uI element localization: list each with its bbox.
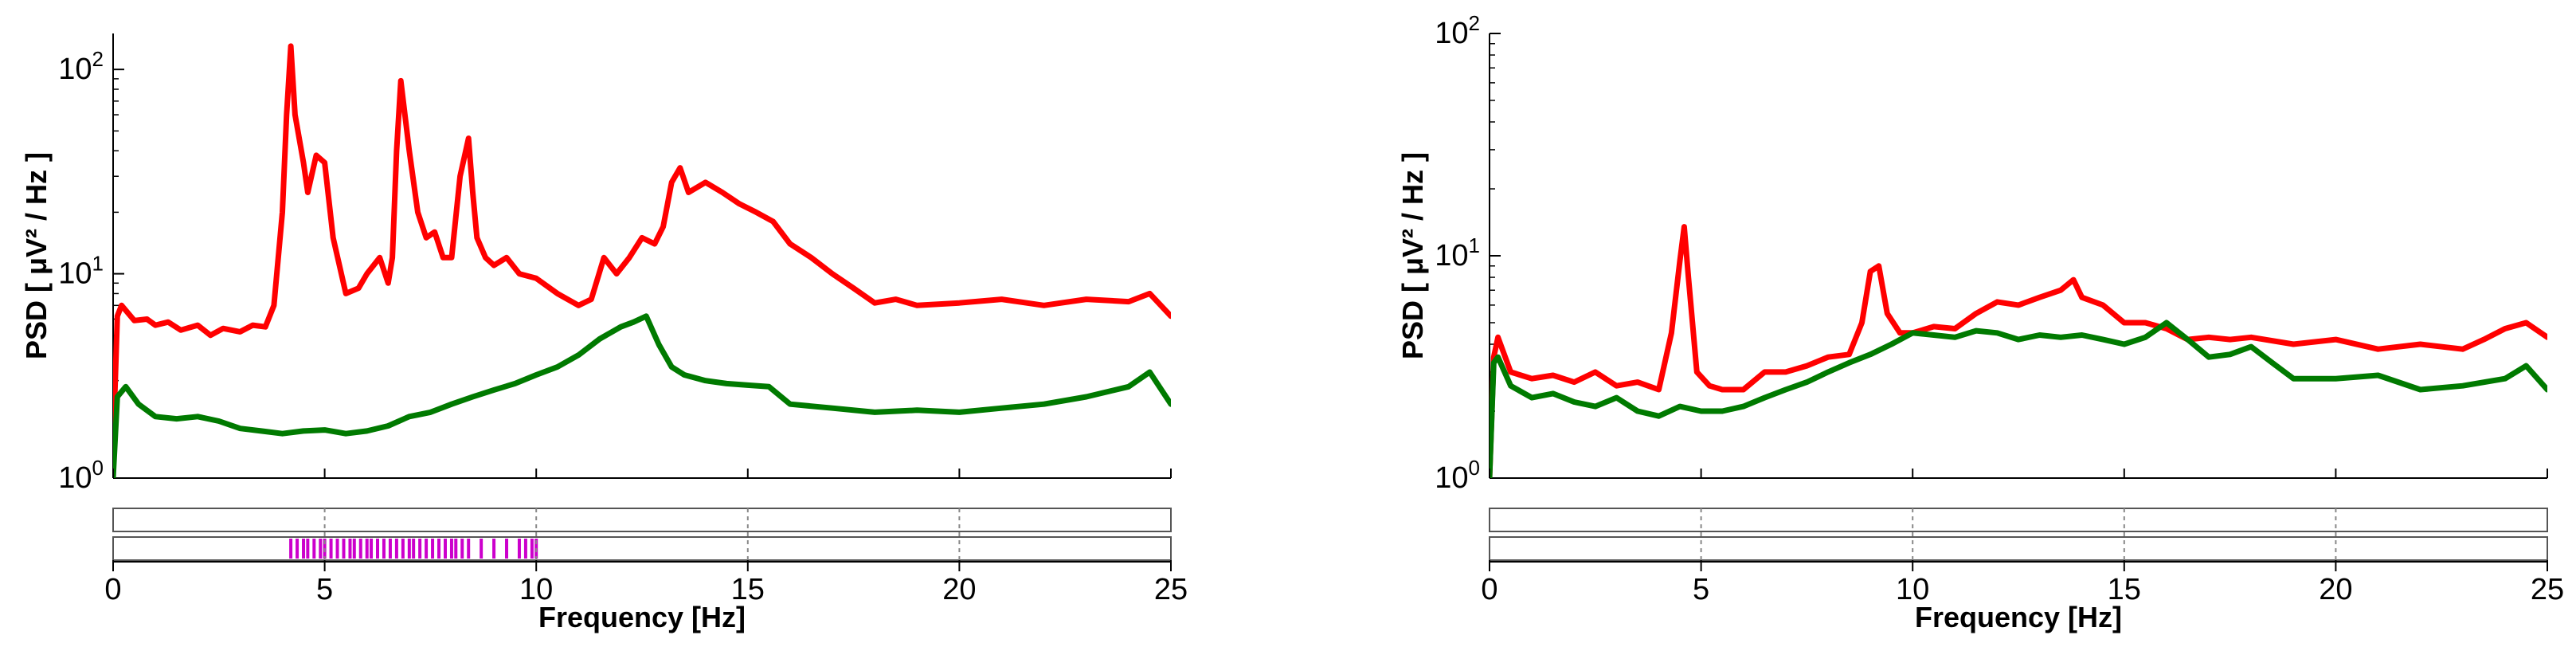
x-tick-label: 20: [2319, 573, 2352, 606]
series-line-1: [1490, 224, 2547, 478]
event-band-1: [1489, 508, 2548, 532]
x-axis-title: Frequency [Hz]: [1915, 601, 2122, 633]
y-tick-exponent: 1: [92, 252, 104, 276]
y-tick-base: 10: [1435, 17, 1468, 50]
x-tick-label: 10: [1896, 573, 1929, 606]
x-tick-label: 25: [1154, 573, 1188, 606]
y-axis-title: PSD [ μV² / Hz ]: [1396, 152, 1429, 359]
y-tick-label: 101: [58, 252, 104, 291]
x-tick-label: 15: [2108, 573, 2141, 606]
y-tick-exponent: 2: [92, 47, 104, 71]
y-tick-label: 102: [1435, 11, 1480, 50]
x-tick-label: 0: [1481, 573, 1497, 606]
series-line-1: [113, 43, 1171, 451]
event-band-2: [112, 536, 1172, 561]
series-line-2: [1490, 320, 2547, 478]
y-tick-label: 101: [1435, 233, 1480, 273]
y-tick-base: 10: [1435, 239, 1468, 273]
y-tick-exponent: 0: [1469, 456, 1480, 480]
y-tick-exponent: 2: [1469, 11, 1480, 35]
x-tick-label: 20: [942, 573, 976, 606]
event-band-1: [112, 508, 1172, 532]
x-tick-label: 10: [519, 573, 553, 606]
x-tick-label: 15: [731, 573, 765, 606]
event-band-2: [1489, 536, 2548, 561]
y-tick-exponent: 0: [92, 456, 104, 480]
series-line-2: [113, 313, 1171, 478]
y-tick-base: 10: [58, 53, 92, 86]
y-tick-label: 102: [58, 47, 104, 86]
y-tick-exponent: 1: [1469, 233, 1480, 257]
x-tick-label: 5: [316, 573, 333, 606]
y-tick-base: 10: [58, 461, 92, 495]
y-tick-label: 100: [1435, 456, 1480, 495]
x-tick-label: 5: [1693, 573, 1709, 606]
y-tick-base: 10: [58, 257, 92, 291]
y-axis-title: PSD [ μV² / Hz ]: [20, 152, 53, 359]
x-tick-label: 0: [104, 573, 121, 606]
y-tick-base: 10: [1435, 461, 1468, 495]
y-tick-label: 100: [58, 456, 104, 495]
x-axis-title: Frequency [Hz]: [538, 601, 746, 633]
x-tick-label: 25: [2531, 573, 2564, 606]
